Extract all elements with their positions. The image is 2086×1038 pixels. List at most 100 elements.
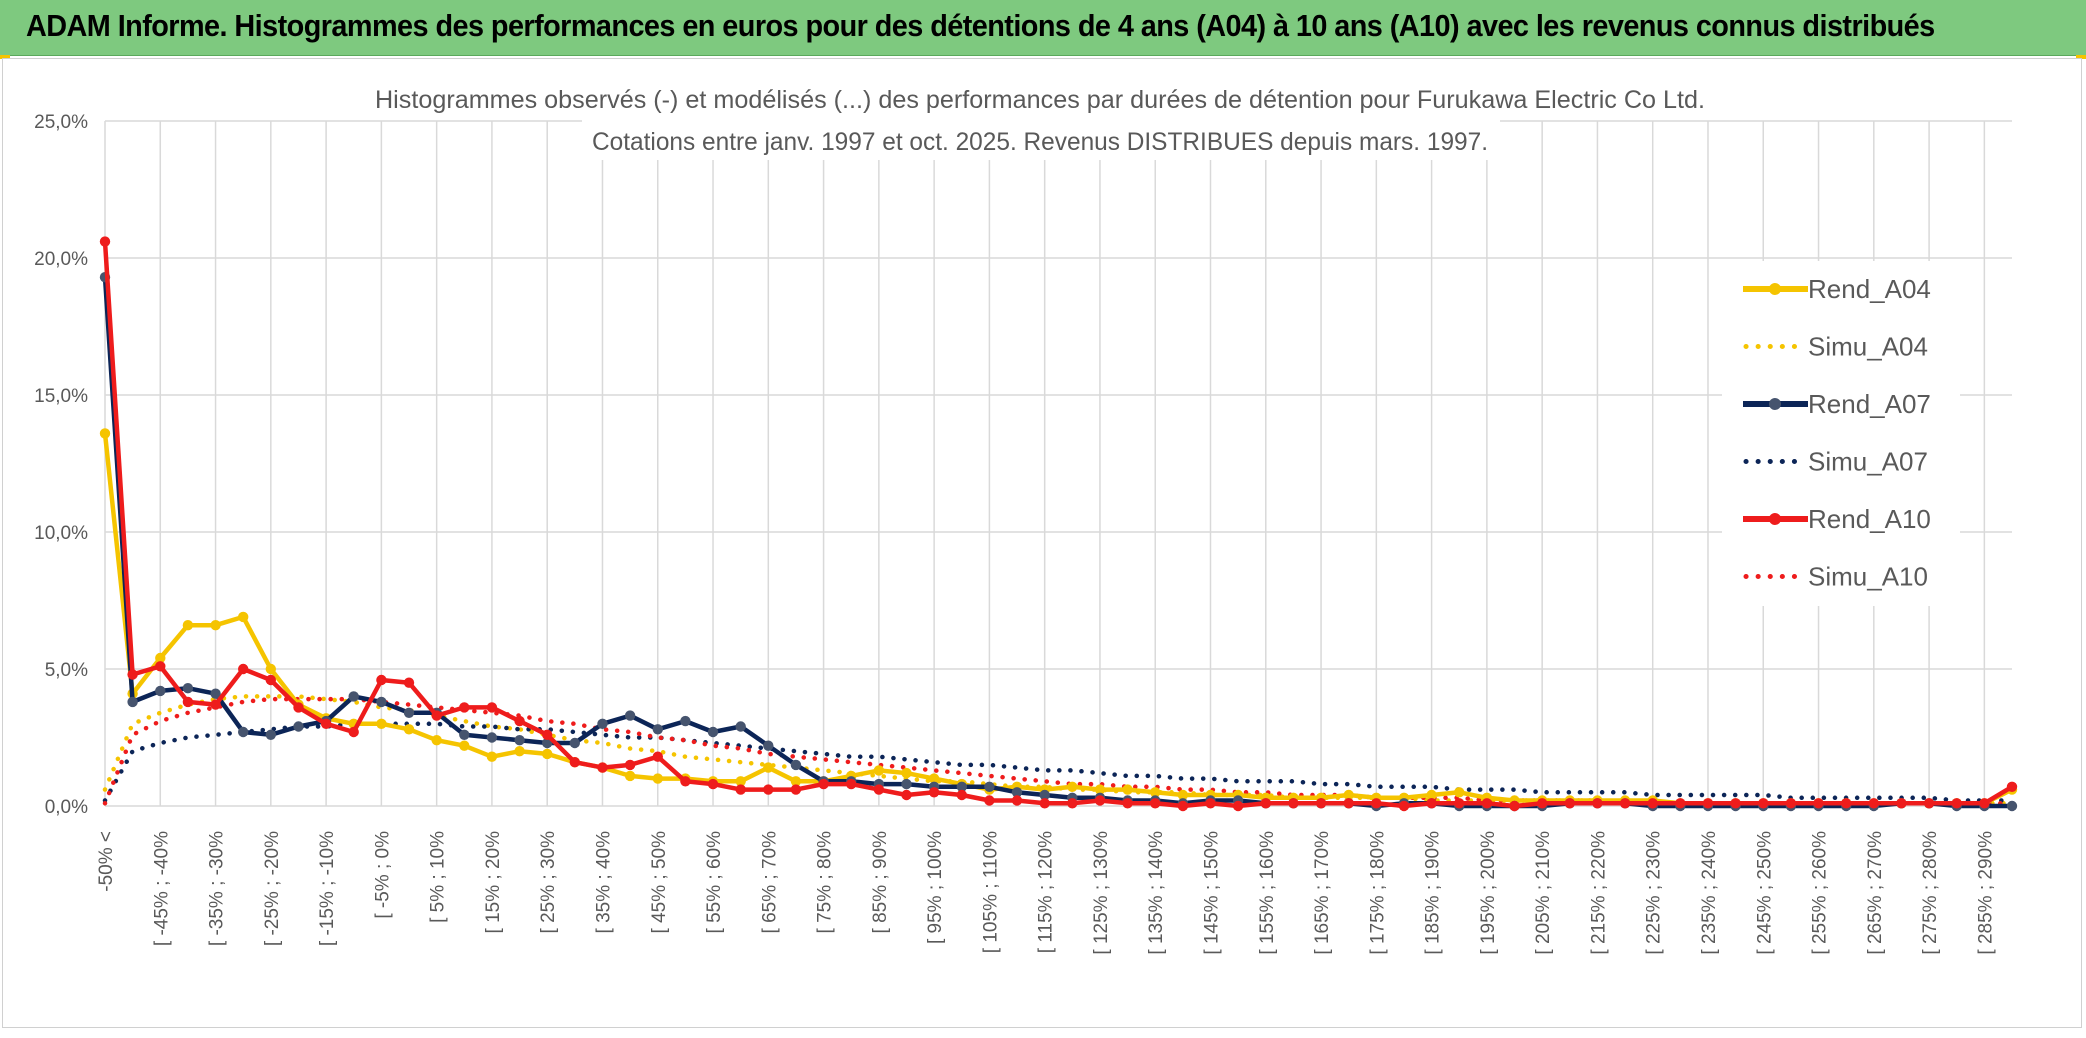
rend-a10-point bbox=[1509, 800, 1520, 812]
x-tick-label: [ 265% ; 270% bbox=[1865, 831, 1886, 955]
rend-a07-point bbox=[182, 683, 194, 694]
rend-a07-point bbox=[376, 696, 387, 708]
x-tick-label: [ 105% ; 110% bbox=[980, 831, 1001, 953]
legend-label-simu-a10: Simu_A10 bbox=[1808, 562, 1928, 592]
rend-a10-point bbox=[901, 789, 912, 801]
rend-a10-point bbox=[873, 784, 885, 795]
rend-a10-point bbox=[1813, 798, 1824, 809]
rend-a04-point bbox=[376, 718, 387, 729]
rend-a10-point bbox=[1288, 798, 1299, 809]
simu-a07-line bbox=[102, 721, 2015, 803]
legend-label-rend-a04: Rend_A04 bbox=[1808, 274, 1931, 304]
rend-a10-line bbox=[102, 241, 2014, 809]
rend-a07-point bbox=[514, 735, 525, 746]
rend-a07-point bbox=[624, 710, 636, 721]
x-tick-label: [ 75% ; 80% bbox=[815, 831, 836, 934]
x-tick-label: [ 125% ; 130% bbox=[1091, 831, 1112, 955]
rend-a07-point bbox=[956, 781, 967, 792]
rend-a07-point bbox=[127, 696, 138, 708]
plot-area bbox=[99, 236, 2018, 812]
x-tick-label: [ -35% ; -30% bbox=[207, 831, 228, 946]
rend-a10-point bbox=[680, 776, 691, 787]
rend-a07-point bbox=[403, 707, 415, 718]
rend-a04-point bbox=[486, 751, 498, 762]
rend-a10-point bbox=[1868, 798, 1880, 809]
rend-a10-point bbox=[1896, 798, 1907, 809]
rend-a10-point bbox=[1150, 798, 1161, 809]
rend-a10-point bbox=[1592, 798, 1603, 809]
rend-a10-point bbox=[127, 669, 138, 680]
chart-grid bbox=[104, 120, 2012, 807]
rend-a04-point bbox=[514, 746, 525, 757]
x-tick-label: [ 205% ; 210% bbox=[1533, 831, 1554, 955]
histogram-chart: 0,0% 5,0% 10,0% 15,0% 20,0% 25,0% -50% < [ -45… bbox=[0, 56, 2086, 1033]
x-tick-label: [ 215% ; 220% bbox=[1588, 831, 1609, 955]
rend-a07-point bbox=[680, 715, 691, 727]
x-tick-label: [ 5% ; 10% bbox=[428, 831, 449, 923]
rend-a04-point bbox=[99, 428, 111, 439]
corner-mark bbox=[2076, 55, 2086, 59]
rend-a10-point bbox=[1177, 800, 1189, 812]
rend-a07-point bbox=[901, 778, 912, 790]
rend-a07-point bbox=[790, 759, 802, 771]
y-tick-label: 5,0% bbox=[45, 660, 88, 681]
rend-a10-point bbox=[1122, 798, 1133, 809]
y-tick-label: 15,0% bbox=[34, 386, 88, 407]
rend-a07-point bbox=[763, 740, 774, 751]
x-tick-label: [ -25% ; -20% bbox=[262, 831, 283, 946]
rend-a04-point bbox=[1343, 789, 1354, 801]
rend-a10-point bbox=[1426, 798, 1437, 809]
rend-a10-point bbox=[1730, 798, 1741, 809]
rend-a10-point bbox=[348, 726, 359, 738]
rend-a10-point bbox=[459, 702, 470, 713]
x-tick-label: [ 85% ; 90% bbox=[870, 831, 891, 934]
x-tick-label: [ 285% ; 290% bbox=[1975, 831, 1996, 955]
rend-a04-point bbox=[873, 765, 885, 776]
x-axis: -50% < [ -45% ; -40% [ -35% ; -30% [ -25% ;… bbox=[96, 831, 1996, 955]
x-tick-label: [ 35% ; 40% bbox=[593, 831, 614, 934]
legend-label-simu-a07: Simu_A07 bbox=[1808, 447, 1928, 477]
x-tick-label: [ 45% ; 50% bbox=[649, 831, 670, 934]
x-tick-label: [ 95% ; 100% bbox=[925, 831, 946, 944]
rend-a10-point bbox=[238, 663, 249, 675]
legend-marker-rend-a04 bbox=[1769, 283, 1781, 295]
y-axis: 0,0% 5,0% 10,0% 15,0% 20,0% 25,0% bbox=[34, 112, 88, 818]
rend-a10-point bbox=[1923, 798, 1935, 809]
y-tick-label: 20,0% bbox=[34, 249, 88, 270]
subtitle-background bbox=[582, 120, 1500, 160]
rend-a10-point bbox=[514, 715, 525, 727]
rend-a07-point bbox=[735, 721, 746, 732]
rend-a07-point bbox=[2006, 800, 2018, 812]
legend-marker-rend-a07 bbox=[1769, 398, 1781, 410]
rend-a10-point bbox=[569, 757, 580, 768]
rend-a04-point bbox=[403, 724, 415, 735]
rend-a10-point bbox=[320, 718, 332, 729]
rend-a07-point bbox=[1039, 789, 1050, 801]
rend-a04-point bbox=[928, 773, 940, 784]
rend-a04-point bbox=[901, 767, 912, 779]
chart-title: Histogrammes observés (-) et modélisés (… bbox=[375, 86, 1705, 114]
x-tick-label: [ 175% ; 180% bbox=[1367, 831, 1388, 955]
rend-a10-point bbox=[928, 787, 940, 798]
rend-a10-point bbox=[1785, 798, 1797, 809]
chart-svg: 0,0% 5,0% 10,0% 15,0% 20,0% 25,0% -50% < [ -45… bbox=[34, 78, 2018, 955]
rend-a04-point bbox=[735, 776, 746, 787]
x-tick-label: [ 275% ; 280% bbox=[1920, 831, 1941, 955]
rend-a07-point bbox=[597, 718, 608, 729]
rend-a10-point bbox=[1454, 798, 1465, 809]
x-tick-label: [ -45% ; -40% bbox=[151, 831, 172, 946]
rend-a10-point bbox=[403, 677, 415, 688]
rend-a10-point bbox=[1702, 798, 1714, 809]
rend-a10-point bbox=[624, 759, 636, 771]
rend-a04-point bbox=[182, 620, 194, 631]
y-tick-label: 10,0% bbox=[34, 523, 88, 544]
legend-label-simu-a04: Simu_A04 bbox=[1808, 332, 1928, 362]
simu-a10-line bbox=[102, 696, 2015, 806]
rend-a10-point bbox=[182, 696, 194, 708]
rend-a10-point bbox=[984, 795, 995, 806]
rend-a07-point bbox=[569, 737, 580, 749]
rend-a10-point bbox=[1039, 798, 1050, 809]
x-tick-label: [ 115% ; 120% bbox=[1036, 831, 1057, 953]
rend-a10-point bbox=[1260, 798, 1272, 809]
rend-a10-point bbox=[293, 702, 304, 713]
